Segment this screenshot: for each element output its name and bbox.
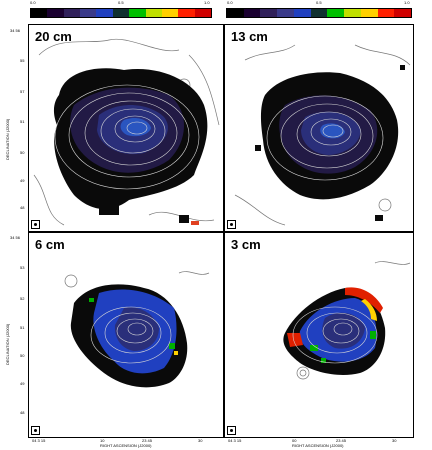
- beam-marker: [31, 220, 40, 229]
- colorbar-swatch: [47, 9, 64, 17]
- colorbar-left-tick: 0.0: [30, 0, 36, 5]
- panel-label: 13 cm: [231, 29, 268, 44]
- x-tick: 00: [292, 438, 297, 443]
- colorbar-swatch: [394, 9, 412, 17]
- x-tick: 30: [198, 438, 203, 443]
- colorbar-swatch: [310, 9, 328, 17]
- colorbar-swatch: [293, 9, 311, 17]
- colorbar-left: [30, 8, 212, 18]
- colorbar-swatch: [63, 9, 81, 17]
- y-tick: 34 56: [10, 28, 21, 33]
- x-axis-label-left: RIGHT ASCENSION (J2000): [100, 443, 152, 448]
- colorbar-swatch: [277, 9, 294, 17]
- panel-3cm: 3 cm: [224, 232, 414, 438]
- colorbar-swatch: [31, 9, 48, 17]
- y-tick: 49: [20, 381, 25, 386]
- radio-map-6cm: [64, 271, 210, 388]
- y-tick: 51: [20, 325, 25, 330]
- x-tick: 04 3 15: [228, 438, 242, 443]
- colorbar-right-tick: 0.0: [227, 0, 233, 5]
- x-tick: 23 45: [142, 438, 153, 443]
- y-tick: 50: [20, 353, 25, 358]
- panel-label: 20 cm: [35, 29, 72, 44]
- beam-marker: [227, 426, 236, 435]
- y-tick: 49: [20, 178, 25, 183]
- x-tick: 23 45: [336, 438, 347, 443]
- colorbar-swatch: [360, 9, 378, 17]
- y-tick: 48: [20, 410, 25, 415]
- y-tick: 34 56: [10, 235, 21, 240]
- panel-label: 6 cm: [35, 237, 65, 252]
- radio-map-3cm: [283, 261, 411, 380]
- panel-6cm: 6 cm: [28, 232, 224, 438]
- colorbar-swatch: [227, 9, 244, 17]
- beam-marker: [227, 220, 236, 229]
- colorbar-swatch: [96, 9, 113, 17]
- x-axis-label-right: RIGHT ASCENSION (J2000): [292, 443, 344, 448]
- panel-label: 3 cm: [231, 237, 261, 252]
- y-tick: 55: [20, 58, 25, 63]
- radio-map-20cm: [33, 38, 220, 226]
- y-axis-label-top: DECLINATION (J2000): [5, 118, 10, 160]
- colorbar-swatch: [145, 9, 162, 17]
- radio-map-13cm: [234, 44, 411, 226]
- y-tick: 57: [20, 89, 25, 94]
- y-tick: 52: [20, 296, 25, 301]
- colorbar-swatch: [112, 9, 130, 17]
- x-tick: 10: [100, 438, 105, 443]
- x-tick: 30: [392, 438, 397, 443]
- colorbar-right-tick: 1.0: [404, 0, 410, 5]
- colorbar-swatch: [194, 9, 211, 17]
- colorbar-swatch: [161, 9, 179, 17]
- x-tick: 04 3 15: [32, 438, 46, 443]
- panel-20cm: 20 cm: [28, 24, 224, 232]
- y-tick: 50: [20, 150, 25, 155]
- colorbar-left-tick: 0.5: [118, 0, 124, 5]
- colorbar-swatch: [260, 9, 278, 17]
- colorbar-swatch: [80, 9, 97, 17]
- y-tick: 48: [20, 205, 25, 210]
- colorbar-right: [226, 8, 412, 18]
- colorbar-swatch: [129, 9, 146, 17]
- colorbar-left-tick: 1.0: [204, 0, 210, 5]
- colorbar-swatch: [377, 9, 395, 17]
- colorbar-swatch: [327, 9, 345, 17]
- colorbar-swatch: [243, 9, 261, 17]
- colorbar-swatch: [344, 9, 361, 17]
- y-axis-label-bottom: DECLINATION (J2000): [5, 323, 10, 365]
- y-tick: 53: [20, 265, 25, 270]
- colorbar-swatch: [178, 9, 195, 17]
- beam-marker: [31, 426, 40, 435]
- panel-13cm: 13 cm: [224, 24, 414, 232]
- y-tick: 51: [20, 119, 25, 124]
- colorbar-right-tick: 0.5: [316, 0, 322, 5]
